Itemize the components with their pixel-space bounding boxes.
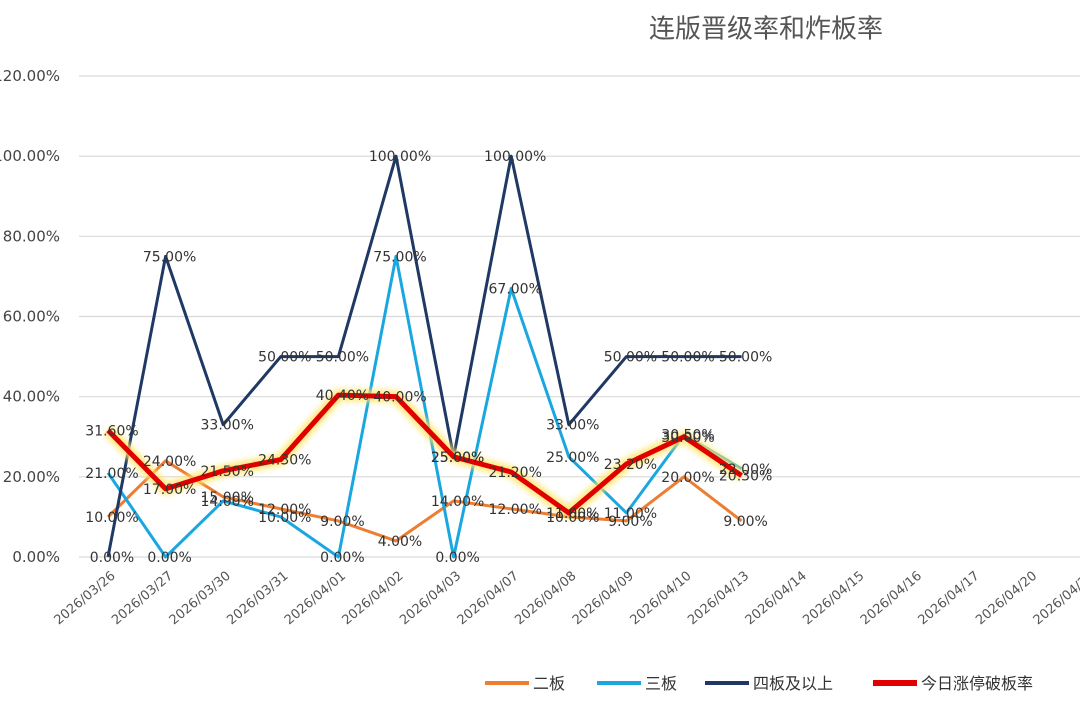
data-label: 24.30%: [258, 453, 311, 469]
x-tick-label: 2026/03/30: [167, 569, 234, 629]
x-tick-label: 2026/04/15: [800, 569, 867, 629]
data-label: 22.00%: [719, 462, 772, 478]
data-label: 12.00%: [489, 502, 542, 518]
data-label: 100.00%: [484, 149, 546, 165]
data-label: 21.20%: [489, 465, 542, 481]
x-tick-label: 2026/04/02: [340, 569, 407, 629]
y-tick-label: 20.00%: [3, 468, 60, 486]
data-label: 50.00%: [604, 350, 657, 366]
data-label: 15.00%: [201, 490, 254, 506]
data-label: 67.00%: [489, 281, 542, 297]
data-label: 50.00%: [258, 350, 311, 366]
x-tick-label: 2026/04/10: [628, 569, 695, 629]
x-tick-label: 2026/04/13: [685, 569, 752, 629]
y-tick-label: 40.00%: [3, 388, 60, 406]
data-label: 31.60%: [85, 423, 138, 439]
data-label: 11.00%: [604, 506, 657, 522]
x-tick-label: 2026/03/26: [52, 569, 119, 629]
data-label: 75.00%: [143, 249, 196, 265]
x-tick-label: 2026/04/21: [1031, 569, 1080, 629]
data-label: 14.00%: [431, 494, 484, 510]
y-tick-label: 0.00%: [12, 548, 60, 566]
data-label: 23.20%: [604, 457, 657, 473]
data-label: 25.00%: [431, 450, 484, 466]
data-label: 0.00%: [90, 550, 134, 566]
data-label: 50.00%: [661, 350, 714, 366]
x-tick-label: 2026/04/08: [512, 569, 579, 629]
data-label: 25.00%: [431, 450, 484, 466]
data-label: 0.00%: [435, 550, 479, 566]
data-label: 100.00%: [369, 149, 431, 165]
data-label: 33.00%: [201, 418, 254, 434]
data-label: 10.00%: [85, 510, 138, 526]
data-label: 0.00%: [320, 550, 364, 566]
chart-title: 连版晋级率和炸板率: [649, 15, 883, 45]
legend-label: 今日涨停破板率: [921, 674, 1033, 693]
y-tick-label: 100.00%: [0, 147, 60, 165]
data-label: 12.00%: [258, 502, 311, 518]
data-label: 14.00%: [201, 494, 254, 510]
data-label: 0.00%: [147, 550, 191, 566]
x-tick-label: 2026/04/09: [570, 569, 637, 629]
x-tick-label: 2026/04/17: [916, 569, 983, 629]
y-tick-label: 120.00%: [0, 67, 60, 85]
data-label: 11.00%: [546, 506, 599, 522]
data-label: 17.00%: [143, 482, 196, 498]
data-label: 50.00%: [316, 350, 369, 366]
series-line: [106, 459, 743, 543]
series-line: [106, 154, 742, 558]
data-label: 50.00%: [719, 350, 772, 366]
x-tick-label: 2026/03/31: [224, 569, 291, 629]
data-label: 21.50%: [201, 464, 254, 480]
y-tick-label: 60.00%: [3, 308, 60, 326]
x-tick-label: 2026/03/27: [109, 569, 176, 629]
data-label: 9.00%: [320, 514, 364, 530]
data-label: 30.50%: [661, 428, 714, 444]
data-label: 25.00%: [546, 450, 599, 466]
series-line: [106, 254, 743, 559]
data-label: 10.00%: [258, 510, 311, 526]
data-label: 9.00%: [608, 514, 652, 530]
data-label: 4.00%: [378, 534, 422, 550]
series-line: [106, 392, 743, 516]
data-label: 33.00%: [546, 418, 599, 434]
data-label: 9.00%: [723, 514, 767, 530]
x-tick-label: 2026/04/07: [455, 569, 522, 629]
data-label: 30.00%: [661, 430, 714, 446]
x-tick-label: 2026/04/16: [858, 569, 925, 629]
data-label: 40.00%: [373, 390, 426, 406]
x-tick-label: 2026/04/14: [743, 569, 810, 629]
data-label: 75.00%: [373, 249, 426, 265]
data-label: 10.00%: [546, 510, 599, 526]
x-tick-label: 2026/04/01: [282, 569, 349, 629]
legend-label: 四板及以上: [753, 674, 833, 693]
legend-label: 二板: [533, 674, 565, 693]
x-tick-label: 2026/04/03: [397, 569, 464, 629]
data-label: 21.00%: [85, 466, 138, 482]
legend-label: 三板: [645, 674, 677, 693]
data-label: 20.00%: [661, 470, 714, 486]
data-label: 40.40%: [316, 388, 369, 404]
data-label: 24.00%: [143, 454, 196, 470]
x-tick-label: 2026/04/20: [973, 569, 1040, 629]
data-label: 20.30%: [719, 469, 772, 485]
y-tick-label: 80.00%: [3, 227, 60, 245]
